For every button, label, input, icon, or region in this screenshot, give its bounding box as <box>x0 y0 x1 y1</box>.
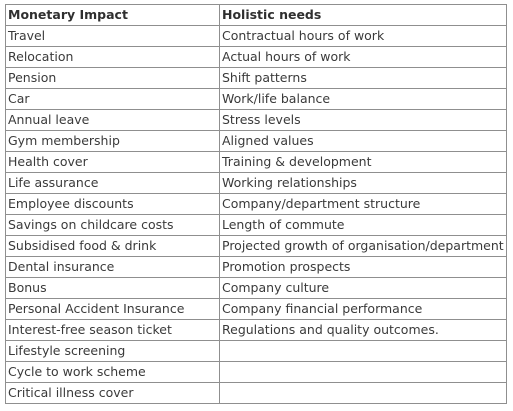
table-body: Travel Contractual hours of work Relocatio… <box>5 25 507 404</box>
table-row: Employee discounts Company/department str… <box>5 193 507 215</box>
benefits-table: Monetary Impact Holistic needs Travel Con… <box>5 4 507 404</box>
table-row: Car Work/life balance <box>5 88 507 110</box>
table-row: Interest-free season ticket Regulations a… <box>5 319 507 341</box>
holistic-needs-cell: Actual hours of work <box>219 46 507 68</box>
holistic-needs-cell <box>219 340 507 362</box>
table-row: Life assurance Working relationships <box>5 172 507 194</box>
monetary-impact-cell: Critical illness cover <box>5 382 220 404</box>
header-row: Monetary Impact Holistic needs <box>5 4 507 26</box>
holistic-needs-cell: Company culture <box>219 277 507 299</box>
monetary-impact-cell: Life assurance <box>5 172 220 194</box>
table-row: Savings on childcare costs Length of comm… <box>5 214 507 236</box>
monetary-impact-cell: Employee discounts <box>5 193 220 215</box>
table-row: Subsidised food & drink Projected growth … <box>5 235 507 257</box>
monetary-impact-cell: Travel <box>5 25 220 47</box>
holistic-needs-cell: Length of commute <box>219 214 507 236</box>
holistic-needs-cell: Work/life balance <box>219 88 507 110</box>
holistic-needs-cell: Company financial performance <box>219 298 507 320</box>
monetary-impact-cell: Relocation <box>5 46 220 68</box>
monetary-impact-cell: Dental insurance <box>5 256 220 278</box>
monetary-impact-cell: Savings on childcare costs <box>5 214 220 236</box>
holistic-needs-cell: Regulations and quality outcomes. <box>219 319 507 341</box>
holistic-needs-cell: Training & development <box>219 151 507 173</box>
header-holistic-needs: Holistic needs <box>219 4 507 26</box>
table-row: Relocation Actual hours of work <box>5 46 507 68</box>
holistic-needs-cell <box>219 361 507 383</box>
holistic-needs-cell: Working relationships <box>219 172 507 194</box>
table-row: Dental insurance Promotion prospects <box>5 256 507 278</box>
table-row: Bonus Company culture <box>5 277 507 299</box>
monetary-impact-cell: Personal Accident Insurance <box>5 298 220 320</box>
holistic-needs-cell: Contractual hours of work <box>219 25 507 47</box>
table-row: Annual leave Stress levels <box>5 109 507 131</box>
holistic-needs-cell: Company/department structure <box>219 193 507 215</box>
table-row: Cycle to work scheme <box>5 361 507 383</box>
holistic-needs-cell: Shift patterns <box>219 67 507 89</box>
table-row: Critical illness cover <box>5 382 507 404</box>
monetary-impact-cell: Annual leave <box>5 109 220 131</box>
monetary-impact-cell: Pension <box>5 67 220 89</box>
table-row: Lifestyle screening <box>5 340 507 362</box>
table-row: Travel Contractual hours of work <box>5 25 507 47</box>
holistic-needs-cell: Projected growth of organisation/departm… <box>219 235 507 257</box>
holistic-needs-cell: Promotion prospects <box>219 256 507 278</box>
table-row: Health cover Training & development <box>5 151 507 173</box>
monetary-impact-cell: Interest-free season ticket <box>5 319 220 341</box>
holistic-needs-cell <box>219 382 507 404</box>
monetary-impact-cell: Health cover <box>5 151 220 173</box>
holistic-needs-cell: Stress levels <box>219 109 507 131</box>
monetary-impact-cell: Lifestyle screening <box>5 340 220 362</box>
monetary-impact-cell: Bonus <box>5 277 220 299</box>
table-row: Gym membership Aligned values <box>5 130 507 152</box>
table-row: Personal Accident Insurance Company finan… <box>5 298 507 320</box>
monetary-impact-cell: Cycle to work scheme <box>5 361 220 383</box>
holistic-needs-cell: Aligned values <box>219 130 507 152</box>
monetary-impact-cell: Subsidised food & drink <box>5 235 220 257</box>
monetary-impact-cell: Gym membership <box>5 130 220 152</box>
table-row: Pension Shift patterns <box>5 67 507 89</box>
monetary-impact-cell: Car <box>5 88 220 110</box>
header-monetary-impact: Monetary Impact <box>5 4 220 26</box>
